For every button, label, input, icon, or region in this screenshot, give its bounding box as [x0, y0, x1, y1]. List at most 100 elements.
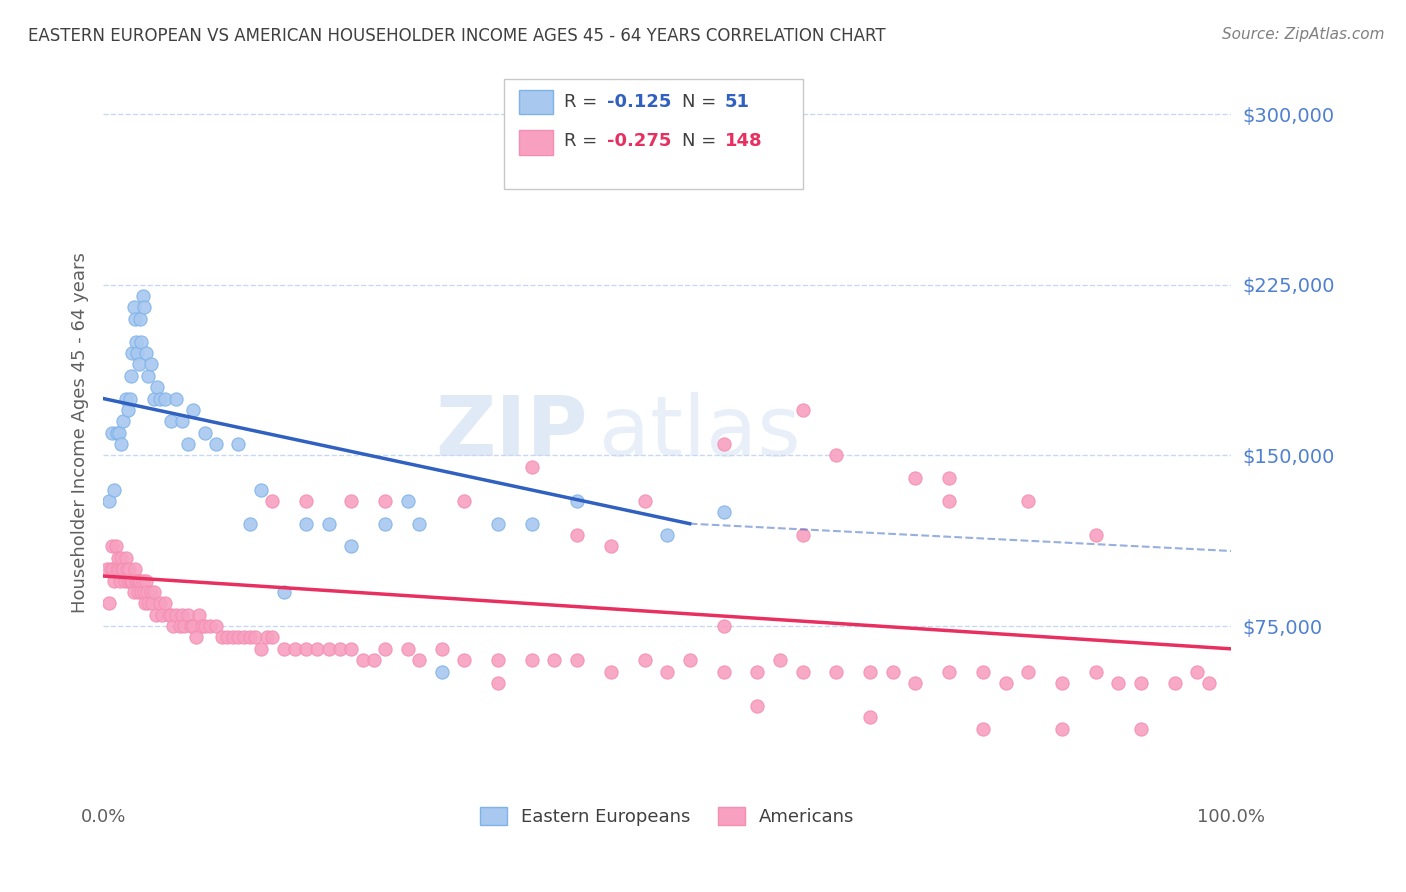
Point: [205, 437, 228, 451]
Point: [194, 619, 217, 633]
Point: [222, 631, 245, 645]
Point: [633, 494, 655, 508]
Point: [396, 641, 419, 656]
Point: [713, 619, 735, 633]
Point: [114, 392, 136, 406]
FancyBboxPatch shape: [519, 130, 553, 155]
Point: [104, 540, 127, 554]
Point: [938, 665, 960, 679]
Point: [565, 528, 588, 542]
Point: [145, 607, 167, 622]
Point: [173, 619, 195, 633]
Point: [120, 392, 142, 406]
Point: [188, 607, 211, 622]
Point: [121, 574, 143, 588]
Point: [295, 494, 318, 508]
Point: [295, 516, 318, 531]
Point: [1129, 676, 1152, 690]
Point: [1017, 665, 1039, 679]
Point: [134, 596, 156, 610]
Point: [118, 562, 141, 576]
Point: [769, 653, 792, 667]
Point: [148, 596, 170, 610]
Point: [117, 574, 139, 588]
Point: [1164, 676, 1187, 690]
Point: [453, 494, 475, 508]
Point: [108, 574, 131, 588]
Point: [250, 483, 273, 497]
Point: [111, 562, 134, 576]
Point: [520, 653, 543, 667]
Point: [112, 562, 135, 576]
Point: [374, 516, 396, 531]
Point: [131, 574, 153, 588]
Point: [228, 631, 250, 645]
Point: [228, 437, 250, 451]
Point: [1187, 665, 1209, 679]
Point: [142, 392, 165, 406]
Point: [565, 653, 588, 667]
Point: [159, 607, 181, 622]
Point: [125, 574, 148, 588]
Point: [239, 631, 262, 645]
Point: [110, 437, 132, 451]
Point: [136, 368, 159, 383]
Point: [131, 334, 153, 349]
Point: [165, 607, 187, 622]
Point: [177, 607, 200, 622]
Point: [183, 403, 205, 417]
Point: [114, 550, 136, 565]
Point: [180, 619, 202, 633]
Point: [1017, 494, 1039, 508]
Point: [825, 665, 848, 679]
FancyBboxPatch shape: [503, 79, 803, 189]
Point: [153, 596, 176, 610]
Point: [200, 619, 222, 633]
Point: [295, 641, 318, 656]
Point: [121, 346, 143, 360]
Point: [150, 607, 173, 622]
Text: N =: N =: [682, 132, 721, 151]
Point: [136, 585, 159, 599]
Point: [97, 596, 120, 610]
Point: [194, 425, 217, 440]
Point: [122, 301, 145, 315]
Point: [565, 494, 588, 508]
Point: [124, 311, 146, 326]
Point: [157, 607, 180, 622]
Point: [520, 459, 543, 474]
Point: [135, 346, 157, 360]
Point: [408, 516, 430, 531]
Point: [1050, 722, 1073, 736]
Point: [132, 301, 155, 315]
Point: [183, 619, 205, 633]
Point: [159, 414, 181, 428]
Point: [245, 631, 267, 645]
Point: [141, 596, 163, 610]
Point: [122, 585, 145, 599]
Point: [129, 311, 152, 326]
Point: [340, 540, 363, 554]
Point: [307, 641, 329, 656]
Point: [318, 516, 340, 531]
Text: 148: 148: [724, 132, 762, 151]
Point: [250, 641, 273, 656]
Point: [1050, 676, 1073, 690]
Point: [599, 540, 621, 554]
Point: [153, 392, 176, 406]
Point: [172, 414, 194, 428]
Point: [191, 619, 214, 633]
Point: [655, 528, 678, 542]
Point: [135, 574, 157, 588]
Point: [101, 425, 124, 440]
Point: [453, 653, 475, 667]
Point: [96, 562, 118, 576]
Text: -0.125: -0.125: [607, 93, 672, 111]
Point: [114, 574, 136, 588]
Point: [125, 334, 148, 349]
Point: [284, 641, 307, 656]
Point: [904, 471, 927, 485]
Point: [273, 641, 295, 656]
Point: [101, 540, 124, 554]
Point: [273, 585, 295, 599]
